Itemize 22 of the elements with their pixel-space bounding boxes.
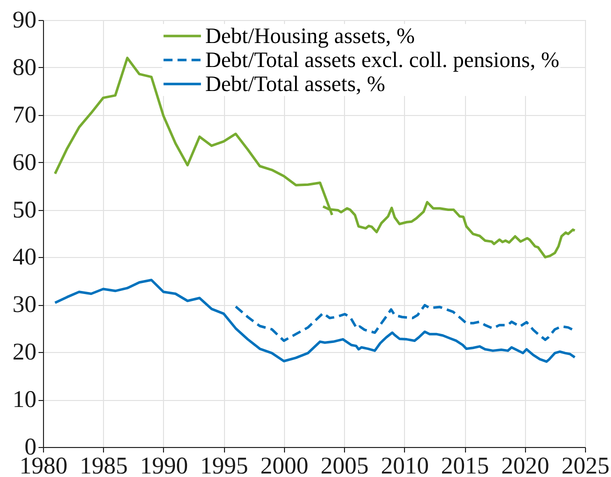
y-tick-label: 80 [12, 54, 36, 81]
legend-label: Debt/Housing assets, % [205, 23, 415, 48]
x-tick-label: 2025 [562, 454, 610, 477]
x-tick-label: 2015 [441, 454, 490, 477]
y-tick-label: 90 [12, 8, 36, 34]
y-tick-label: 10 [12, 387, 36, 414]
x-tick-label: 2020 [501, 454, 550, 477]
y-tick-label: 30 [12, 292, 36, 318]
x-tick-label: 2005 [320, 454, 369, 477]
y-tick-label: 70 [12, 102, 36, 128]
x-tick-label: 1985 [80, 454, 128, 477]
legend-label: Debt/Total assets, % [205, 71, 386, 96]
y-tick-label: 20 [12, 340, 36, 366]
line-series [54, 278, 576, 363]
y-tick-label: 40 [12, 244, 36, 271]
legend-label: Debt/Total assets excl. coll. pensions, % [205, 47, 560, 72]
x-tick-label: 1995 [200, 454, 248, 477]
x-tick-label: 2010 [380, 454, 429, 477]
y-tick-label: 60 [12, 150, 36, 176]
x-tick-label: 2000 [260, 454, 308, 477]
y-tick-label: 50 [12, 197, 36, 224]
x-tick-label: 1990 [140, 454, 188, 477]
